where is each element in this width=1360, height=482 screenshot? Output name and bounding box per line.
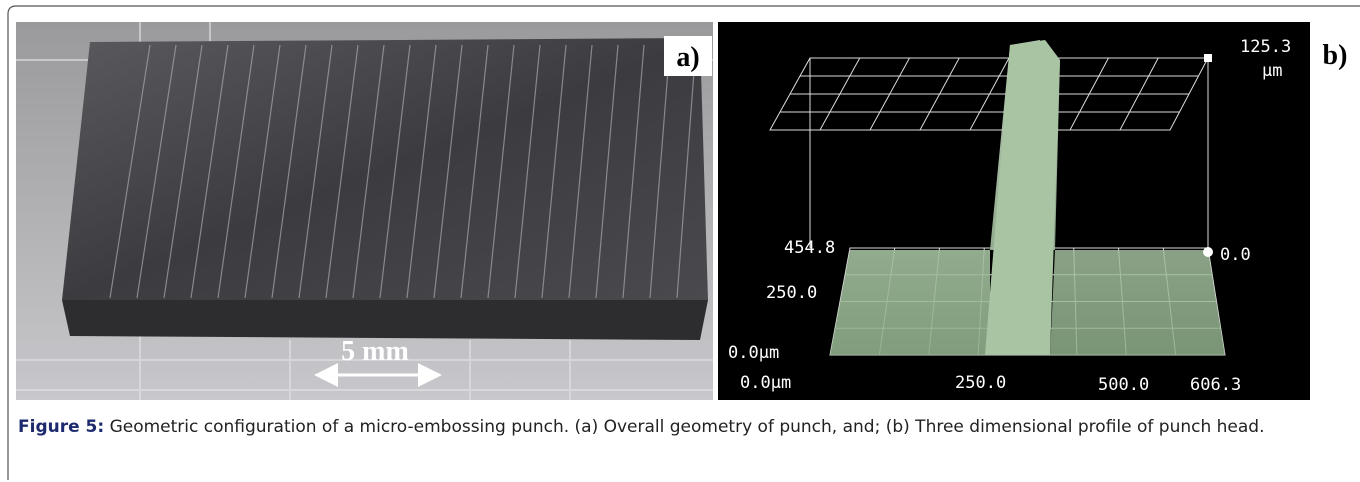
figure-art: 5 mm a) 125.3 µm 454.8 250.0 0.0µm 0.0 0… — [0, 0, 1360, 482]
caption: Figure 5: Geometric configuration of a m… — [18, 412, 1348, 443]
axis-label: 606.3 — [1190, 375, 1241, 395]
axis-label: 0.0µm — [740, 373, 791, 393]
axis-label: 0.0µm — [728, 343, 779, 363]
axis-label: 454.8 — [784, 238, 835, 258]
caption-text: Geometric configuration of a micro-embos… — [110, 417, 1265, 437]
panel-a: 5 mm a) — [16, 22, 713, 400]
axis-label: 250.0 — [766, 283, 817, 303]
axis-label: 500.0 — [1098, 375, 1149, 395]
scale-bar-label: 5 mm — [341, 336, 409, 367]
axis-label: 125.3 — [1240, 37, 1291, 57]
figure: 5 mm a) 125.3 µm 454.8 250.0 0.0µm 0.0 0… — [0, 0, 1360, 482]
axis-label: 250.0 — [955, 373, 1006, 393]
panel-label: a) — [676, 42, 699, 73]
caption-label: Figure 5: — [18, 417, 104, 437]
panel-label: b) — [1323, 40, 1348, 71]
panel-b: 125.3 µm 454.8 250.0 0.0µm 0.0 0.0µm 250… — [718, 22, 1347, 400]
axis-label: 0.0 — [1220, 245, 1251, 265]
axis-label: µm — [1262, 61, 1282, 81]
